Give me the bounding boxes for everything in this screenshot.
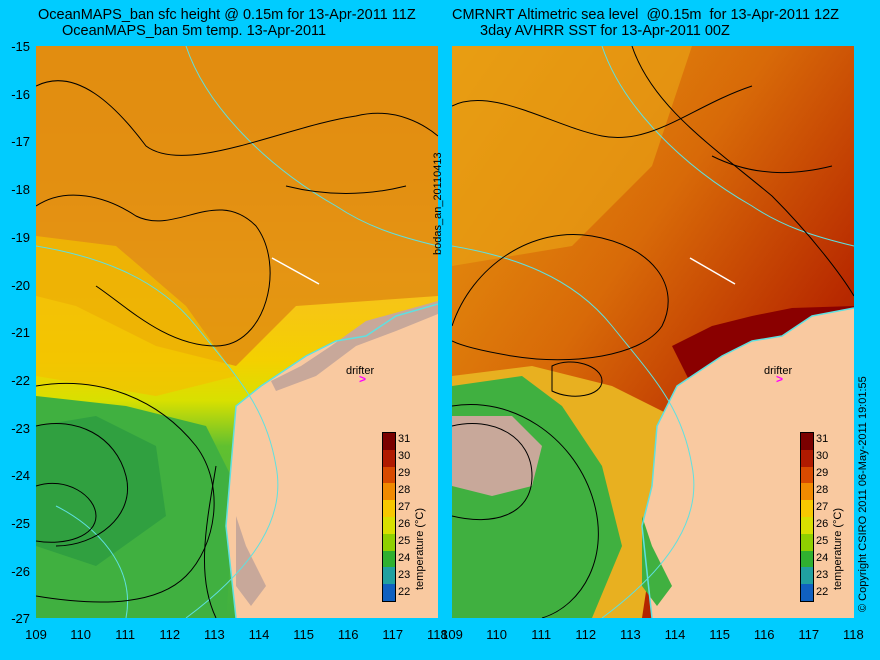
colorbar-tick-label: 30 (398, 450, 411, 462)
colorbar-tick-label: 31 (816, 433, 829, 445)
y-tick-label: -15 (11, 39, 30, 54)
right-title-line2: 3day AVHRR SST for 13-Apr-2011 00Z (480, 23, 730, 39)
x-tick-label: 116 (337, 627, 359, 642)
colorbar-swatch (383, 433, 395, 450)
y-tick-label: -25 (11, 516, 30, 531)
section-track-right (689, 257, 736, 285)
right-title-line1: CMRNRT Altimetric sea level @0.15m for 1… (452, 7, 840, 23)
colorbar-swatch (383, 567, 395, 585)
x-tick-label: 114 (664, 627, 686, 642)
colorbar-swatch (383, 584, 395, 601)
colorbar-swatch (801, 466, 813, 484)
colorbar-swatch (383, 449, 395, 467)
x-tick-label: 111 (531, 627, 552, 642)
colorbar-tick-label: 23 (398, 569, 411, 581)
colorbar-swatch (383, 516, 395, 534)
colorbar-tick-label: 26 (398, 518, 411, 530)
x-tick-label: 109 (441, 627, 463, 642)
colorbar-title: temperature (°C) (832, 507, 844, 590)
x-tick-label: 110 (70, 627, 91, 642)
colorbar-swatch (383, 466, 395, 484)
colorbar-swatch (801, 483, 813, 501)
right-map (452, 46, 854, 618)
colorbar-tick-label: 30 (816, 450, 829, 462)
x-tick-label: 113 (620, 627, 641, 642)
colorbar-tick-label: 26 (816, 518, 829, 530)
x-tick-label: 118 (427, 627, 448, 642)
colorbar-swatch (801, 550, 813, 568)
colorbar-tick-label: 29 (816, 467, 829, 479)
y-tick-label: -24 (11, 468, 30, 484)
left-map (36, 46, 438, 618)
x-tick-label: 115 (709, 627, 730, 642)
x-tick-label: 110 (486, 627, 507, 642)
x-tick-label: 111 (115, 627, 136, 642)
y-tick-label: -27 (11, 611, 30, 627)
copyright-label: © Copyright CSIRO 2011 06-May-2011 19:01… (857, 376, 869, 612)
x-tick-label: 112 (575, 627, 597, 642)
y-tick-label: -18 (11, 182, 30, 198)
x-tick-label: 112 (159, 627, 181, 642)
colorbar-tick-label: 27 (398, 501, 411, 513)
colorbar-swatch (801, 433, 813, 450)
colorbar-tick-label: 22 (398, 586, 411, 598)
y-tick-label: -26 (11, 563, 30, 579)
colorbar-title: temperature (°C) (414, 507, 426, 590)
colorbar-swatch (801, 516, 813, 534)
colorbar-swatch (383, 533, 395, 551)
colorbar-tick-label: 22 (816, 586, 829, 598)
colorbar-swatch (383, 483, 395, 501)
y-tick-label: -23 (11, 420, 30, 436)
x-tick-label: 117 (382, 627, 404, 642)
colorbar (800, 432, 814, 602)
x-tick-label: 118 (843, 627, 864, 642)
colorbar-tick-label: 24 (816, 552, 829, 564)
run-id-label: bodas_an_20110413 (432, 152, 444, 255)
x-tick-label: 114 (248, 627, 270, 642)
colorbar-swatch (801, 567, 813, 585)
colorbar-tick-label: 31 (398, 433, 411, 445)
colorbar-swatch (801, 533, 813, 551)
x-tick-label: 116 (753, 627, 775, 642)
right-map-panel (452, 46, 854, 618)
colorbar-swatch (383, 500, 395, 517)
colorbar-swatch (383, 550, 395, 568)
colorbar-tick-label: 28 (816, 484, 829, 496)
colorbar-tick-label: 25 (816, 535, 829, 547)
x-tick-label: 109 (25, 627, 47, 642)
colorbar-swatch (801, 449, 813, 467)
y-tick-label: -20 (11, 277, 30, 293)
y-tick-label: -16 (11, 86, 30, 102)
colorbar-tick-label: 25 (398, 535, 411, 547)
colorbar-tick-label: 28 (398, 484, 411, 496)
drifter-label-right: drifter (764, 365, 793, 377)
x-tick-label: 113 (204, 627, 225, 642)
colorbar-tick-label: 29 (398, 467, 411, 479)
colorbar-tick-label: 24 (398, 552, 411, 564)
colorbar-swatch (801, 500, 813, 517)
left-title-line1: OceanMAPS_ban sfc height @ 0.15m for 13-… (38, 7, 416, 23)
colorbar-swatch (801, 584, 813, 601)
y-tick-label: -22 (11, 372, 30, 388)
left-title-line2: OceanMAPS_ban 5m temp. 13-Apr-2011 (62, 23, 327, 39)
x-tick-label: 117 (798, 627, 820, 642)
colorbar (382, 432, 396, 602)
y-tick-label: -17 (11, 134, 30, 150)
drifter-marker-left: > (359, 372, 367, 386)
colorbar-tick-label: 23 (816, 569, 829, 581)
section-track-left (271, 257, 320, 285)
colorbar-tick-label: 27 (816, 501, 829, 513)
drifter-marker-right: > (776, 372, 784, 386)
drifter-label-left: drifter (346, 365, 375, 377)
y-tick-label: -19 (11, 229, 30, 245)
y-tick-label: -21 (11, 325, 30, 341)
left-map-panel (36, 46, 438, 618)
x-tick-label: 115 (293, 627, 314, 642)
